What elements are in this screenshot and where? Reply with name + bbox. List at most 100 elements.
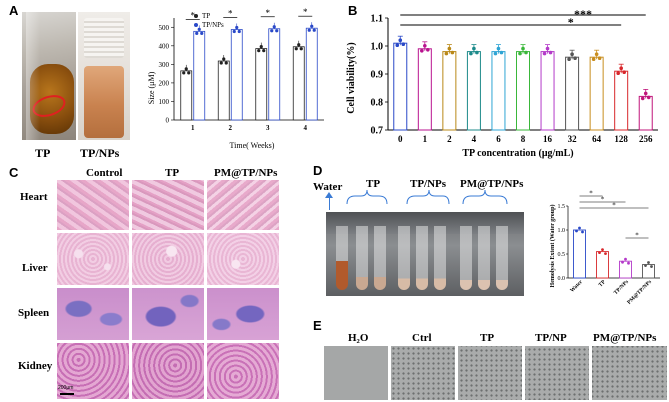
d-tpnps-label: TP/NPs: [410, 178, 447, 190]
hemolysis-point: [604, 252, 607, 255]
size-point: [219, 61, 223, 65]
viability-point: [524, 50, 528, 55]
viability-bar: [466, 51, 481, 131]
hemolysis-point: [650, 265, 653, 268]
size-y-tick-label: 100: [159, 98, 170, 106]
viability-x-tick-label: 0: [398, 134, 403, 144]
row-spleen-label: Spleen: [18, 307, 50, 319]
size-sig-star: *: [303, 8, 308, 17]
viability-point: [423, 44, 427, 48]
hemolysis-sig-star: *: [612, 202, 616, 210]
row-kidney-label: Kidney: [18, 360, 53, 372]
viability-bar: [516, 51, 530, 131]
scale-bar: [60, 393, 74, 395]
viability-x-tick-label: 6: [496, 134, 501, 144]
arrow-up-icon: [329, 196, 330, 210]
panel-e-label: E: [313, 318, 322, 333]
size-y-tick-label: 200: [159, 79, 170, 87]
viability-point: [594, 52, 599, 56]
e-tpnp-label: TP/NP: [535, 332, 567, 344]
bracket-pm: [462, 190, 508, 205]
panel-c-label: C: [9, 165, 19, 180]
size-point: [262, 49, 266, 53]
viability-y-tick-label: 0.8: [371, 98, 384, 109]
size-x-tick-label: 3: [266, 124, 270, 132]
viability-x-tick-label: 16: [543, 134, 553, 144]
hemolysis-sig-star: *: [635, 232, 639, 240]
size-x-axis-label: Time( Weeks): [230, 141, 275, 150]
hemolysis-point: [647, 261, 650, 264]
viability-point: [472, 46, 476, 51]
d-tp-label: TP: [366, 178, 381, 190]
heart-pm-image: [207, 180, 279, 230]
hemolysis-bar: [619, 260, 632, 279]
viability-y-axis-label: Cell viability(%): [346, 42, 357, 113]
legend-tp-marker: [194, 14, 198, 18]
tp-photo-label: TP: [35, 146, 51, 160]
spleen-control-image: [57, 288, 129, 340]
size-point: [182, 71, 186, 75]
hemolysis-x-tick-label: TP: [598, 279, 608, 289]
viability-point: [499, 50, 504, 55]
hemolysis-y-tick-label: 0.0: [558, 276, 566, 282]
hemolysis-point: [644, 264, 647, 267]
size-bar: [305, 27, 318, 121]
size-point: [299, 47, 303, 51]
size-bar: [230, 29, 243, 121]
viability-x-tick-label: 4: [472, 134, 477, 144]
size-point: [200, 31, 204, 35]
size-y-tick-label: 400: [159, 42, 170, 50]
viability-y-tick-label: 0.9: [371, 70, 384, 81]
viability-bar: [589, 56, 604, 131]
size-bar-chart: 0 100 200 300 400 500 * 1 * 2 * 3 * 4 Size (μM) Time(…: [147, 8, 324, 150]
viability-point: [496, 46, 501, 51]
viability-point: [646, 95, 651, 100]
size-point: [307, 28, 311, 32]
e-ctrl-label: Ctrl: [412, 332, 432, 344]
size-y-tick-label: 500: [159, 24, 170, 32]
arrow-head-icon: [325, 192, 333, 198]
panel-d-label: D: [313, 163, 323, 178]
e-h2o-label: H₂O: [348, 332, 369, 344]
spleen-tp-image: [132, 288, 204, 340]
size-y-tick-label: 300: [159, 61, 170, 69]
viability-point: [447, 46, 452, 51]
panel-b-label: B: [348, 3, 358, 18]
e-h2o-image: [324, 346, 388, 400]
tp-vial-photo: [22, 12, 76, 140]
hemolysis-point: [621, 260, 624, 264]
viability-point: [521, 46, 525, 51]
viability-point: [548, 50, 553, 55]
size-point: [237, 29, 241, 34]
legend-tpnps-label: TP/NPs: [202, 21, 224, 29]
size-point: [195, 31, 199, 35]
viability-bar: [442, 51, 457, 131]
viability-x-tick-label: 8: [521, 134, 526, 144]
heart-tp-image: [132, 180, 204, 230]
row-heart-label: Heart: [20, 191, 48, 203]
viability-bar: [565, 56, 580, 131]
hemolysis-y-tick-label: 0.5: [558, 252, 566, 258]
viability-sig-star-2: *: [568, 15, 574, 29]
e-pm-image: [592, 346, 667, 400]
size-point: [294, 47, 298, 51]
size-point: [312, 28, 316, 32]
e-pm-label: PM@TP/NPs: [593, 332, 657, 344]
d-pm-label: PM@TP/NPs: [460, 178, 524, 190]
viability-point: [493, 51, 498, 56]
viability-point: [591, 57, 596, 61]
size-x-tick-label: 4: [304, 124, 308, 132]
kidney-tp-image: [132, 343, 204, 399]
size-y-axis-label: Size (μM): [147, 71, 156, 104]
scale-bar-label: 200μm: [58, 385, 74, 391]
hemolysis-bar: [573, 229, 586, 279]
water-label: Water: [313, 181, 343, 193]
bracket-tp: [346, 190, 388, 205]
e-tp-image: [458, 346, 522, 400]
size-point: [187, 71, 191, 75]
size-bar: [255, 48, 268, 121]
viability-point: [570, 52, 574, 56]
liver-control-image: [57, 233, 129, 285]
viability-sig-star-1: ***: [574, 8, 592, 21]
